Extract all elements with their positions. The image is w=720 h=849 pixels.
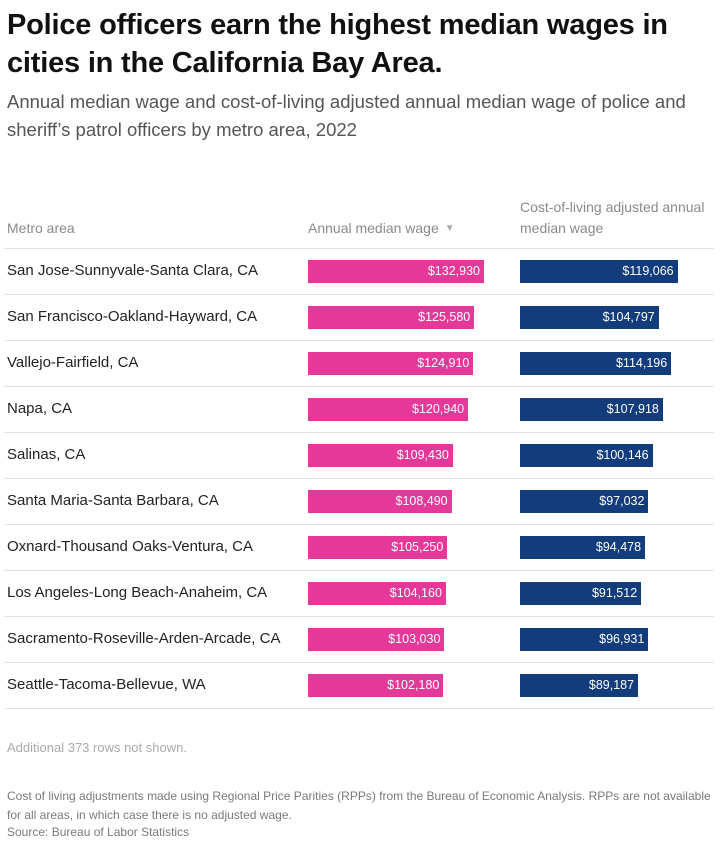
metro-label: Vallejo-Fairfield, CA [7, 354, 139, 371]
wage-bar: $102,180 [308, 674, 444, 697]
row-divider [4, 524, 714, 525]
metro-label: Salinas, CA [7, 446, 86, 463]
wage-bar: $109,430 [308, 444, 453, 467]
wage-bar: $132,930 [308, 260, 484, 283]
metro-label: San Jose-Sunnyvale-Santa Clara, CA [7, 262, 258, 279]
adjusted-wage-bar: $100,146 [520, 444, 653, 467]
row-divider [4, 570, 714, 571]
metro-label: Napa, CA [7, 400, 73, 417]
adjusted-wage-bar: $89,187 [520, 674, 639, 697]
wage-bar: $124,910 [308, 352, 474, 375]
adjusted-wage-bar: $97,032 [520, 490, 649, 513]
row-divider [4, 616, 714, 617]
wage-bar: $125,580 [308, 306, 475, 329]
rows-not-shown-note: Additional 373 rows not shown. [7, 740, 187, 755]
chart-subtitle: Annual median wage and cost-of-living ad… [7, 91, 686, 140]
row-divider [4, 478, 714, 479]
metro-label: Los Angeles-Long Beach-Anaheim, CA [7, 584, 268, 601]
adjusted-wage-bar: $114,196 [520, 352, 672, 375]
wage-bar: $105,250 [308, 536, 448, 559]
adjusted-wage-bar: $119,066 [520, 260, 678, 283]
row-divider [4, 340, 714, 341]
source-note: Source: Bureau of Labor Statistics [7, 825, 190, 839]
row-divider [4, 386, 714, 387]
wage-bar: $103,030 [308, 628, 445, 651]
column-header-wage[interactable]: Annual median wage ▼ [308, 218, 455, 239]
column-header-adjusted[interactable]: Cost-of-living adjusted annual median wa… [520, 199, 705, 236]
footnote: Cost of living adjustments made using Re… [7, 789, 711, 822]
header-divider [4, 248, 714, 249]
wage-bar: $120,940 [308, 398, 469, 421]
adjusted-wage-bar: $96,931 [520, 628, 649, 651]
metro-label: Oxnard-Thousand Oaks-Ventura, CA [7, 538, 253, 555]
adjusted-wage-bar: $94,478 [520, 536, 646, 559]
metro-label: Sacramento-Roseville-Arden-Arcade, CA [7, 630, 281, 647]
chart-title: Police officers earn the highest median … [7, 9, 668, 79]
adjusted-wage-bar: $107,918 [520, 398, 663, 421]
row-divider [4, 432, 714, 433]
column-header-wage-label: Annual median wage [308, 220, 439, 236]
wage-bar: $108,490 [308, 490, 452, 513]
wage-bar: $104,160 [308, 582, 446, 605]
metro-label: Santa Maria-Santa Barbara, CA [7, 492, 219, 509]
adjusted-wage-bar: $104,797 [520, 306, 659, 329]
metro-label: Seattle-Tacoma-Bellevue, WA [7, 676, 206, 693]
row-divider [4, 294, 714, 295]
row-divider [4, 662, 714, 663]
adjusted-wage-bar: $91,512 [520, 582, 642, 605]
metro-label: San Francisco-Oakland-Hayward, CA [7, 308, 258, 325]
column-header-metro[interactable]: Metro area [7, 220, 75, 236]
sort-descending-icon[interactable]: ▼ [444, 223, 455, 234]
row-divider [4, 708, 714, 709]
